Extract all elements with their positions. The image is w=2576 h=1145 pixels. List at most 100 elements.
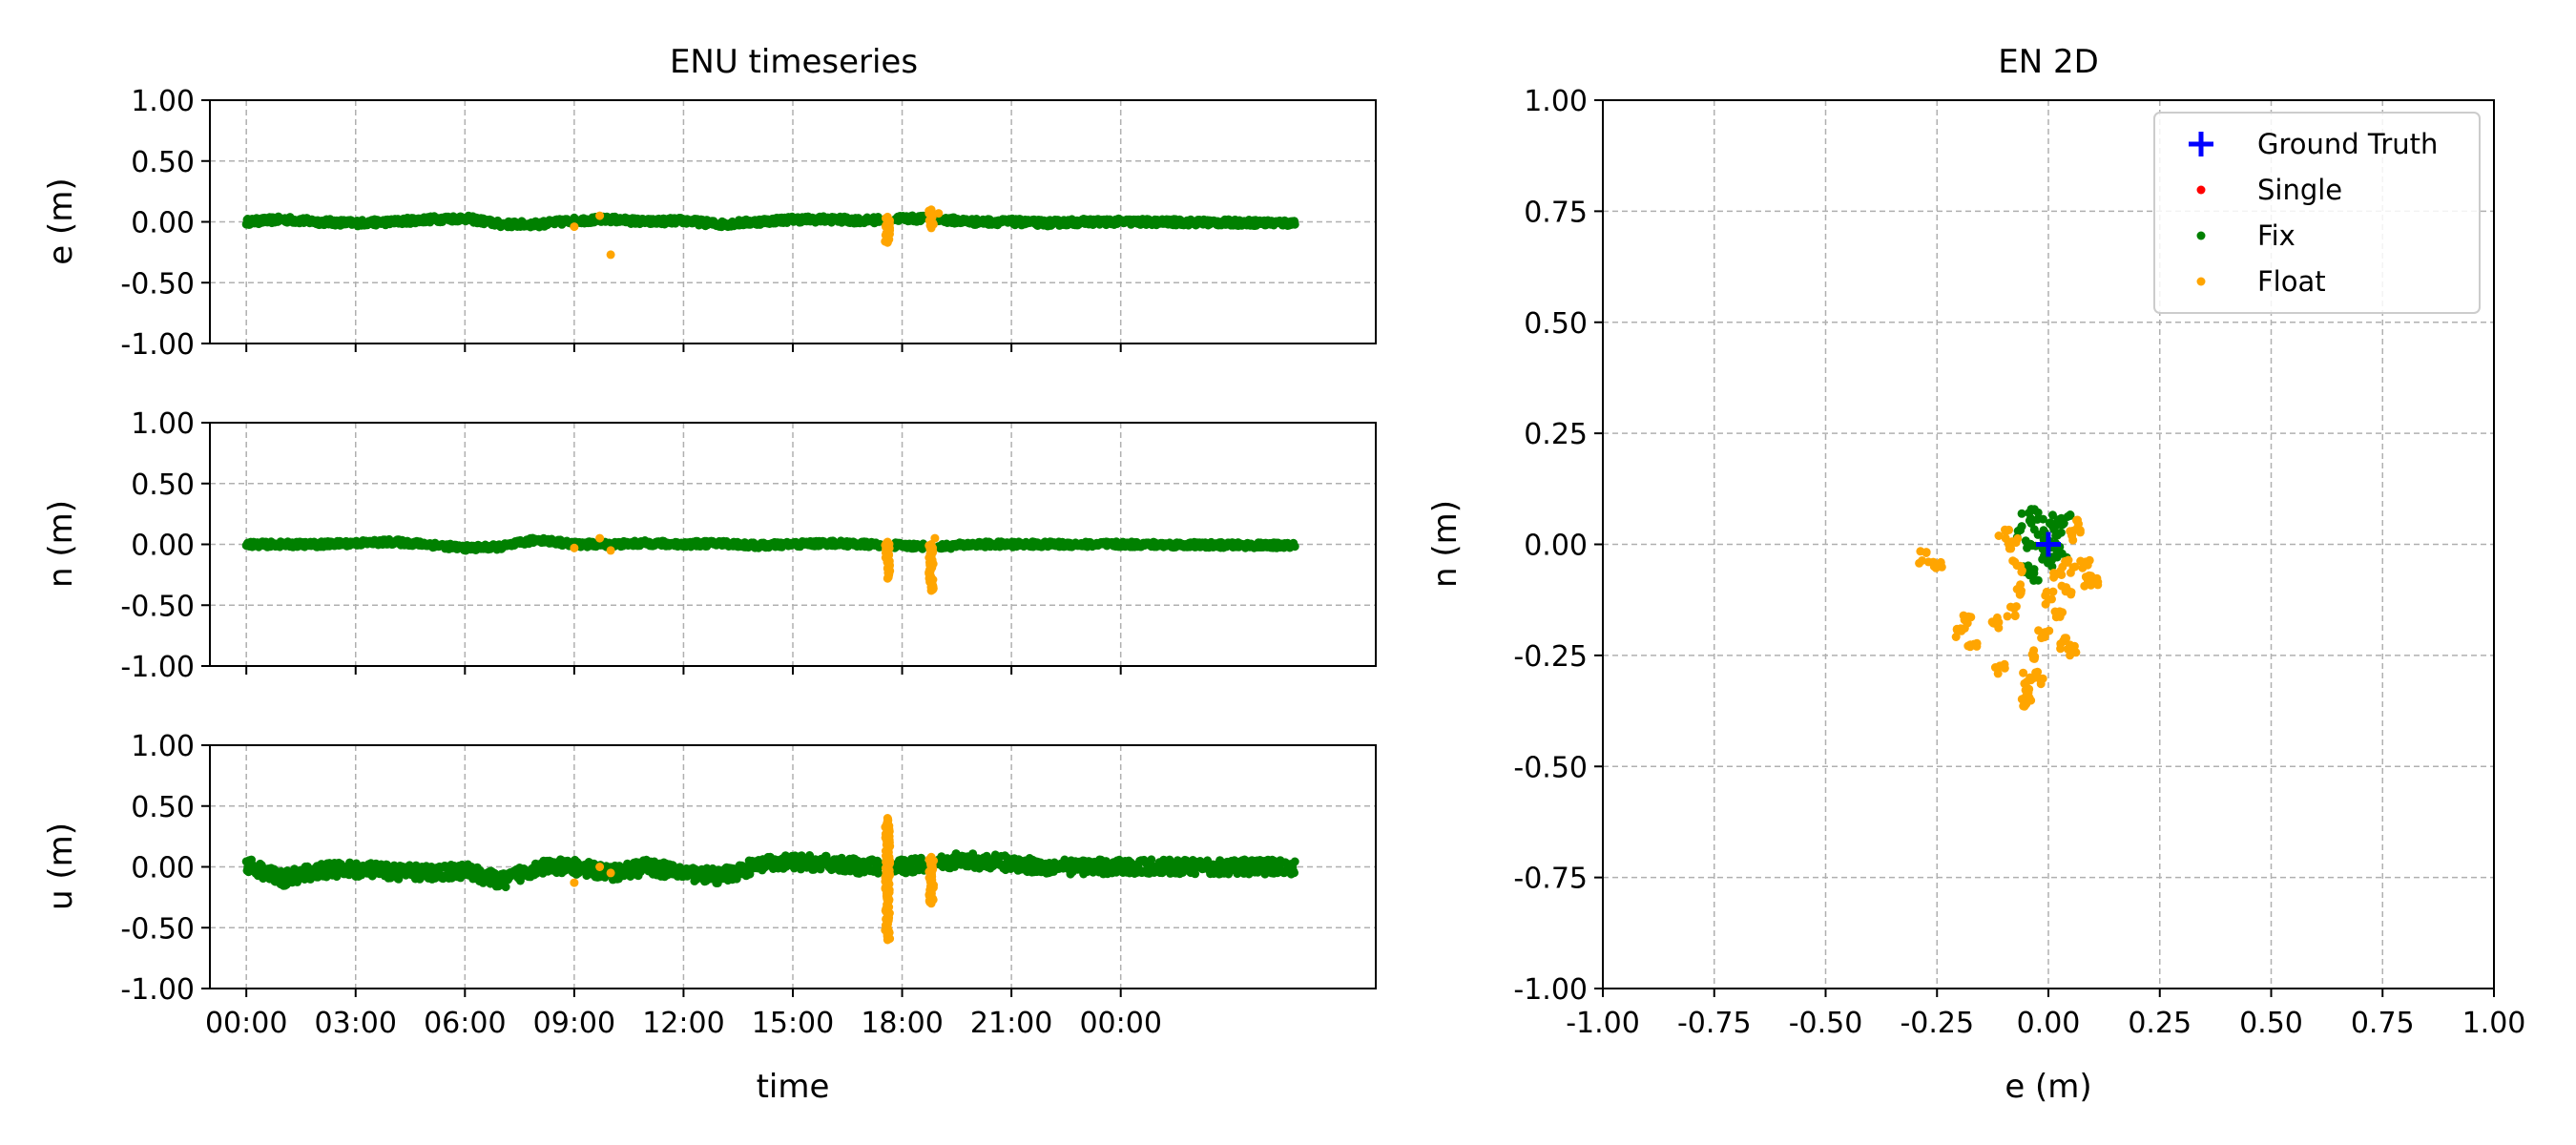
float-point <box>883 537 892 547</box>
float-point <box>606 546 615 555</box>
subplot-n-ylabel: n (m) <box>42 500 80 588</box>
float-point <box>2030 652 2040 661</box>
float-point <box>1952 625 1962 635</box>
en2d-title: EN 2D <box>1998 43 2099 81</box>
x-tick-label: -0.50 <box>1789 1007 1863 1040</box>
float-point <box>2013 533 2023 543</box>
subplot-e: 1.000.500.00-0.50-1.00 e (m) <box>42 85 1377 362</box>
float-point <box>595 863 605 871</box>
x-tick-label: 0.25 <box>2128 1007 2192 1040</box>
float-point <box>2047 594 2056 604</box>
legend-label: Fix <box>2257 219 2296 252</box>
subplot-e-ylabel: e (m) <box>42 177 80 264</box>
y-tick-label: 0.50 <box>1524 307 1588 341</box>
fix-point <box>2033 530 2043 539</box>
float-point <box>570 543 579 552</box>
fix-point <box>2026 507 2036 516</box>
y-tick-label: 0.00 <box>131 207 195 240</box>
float-point <box>2049 569 2059 577</box>
float-point <box>2000 663 2009 673</box>
float-point <box>570 222 579 232</box>
x-tick-label: 0.75 <box>2351 1007 2415 1040</box>
x-tick-label: 06:00 <box>424 1007 506 1040</box>
float-point <box>883 814 892 822</box>
dot-marker-icon <box>2196 277 2206 286</box>
dot-marker-icon <box>2196 231 2206 240</box>
legend-label: Ground Truth <box>2257 128 2438 160</box>
x-tick-label: -1.00 <box>1566 1007 1640 1040</box>
float-point <box>1922 548 1931 557</box>
x-tick-label: 21:00 <box>970 1007 1052 1040</box>
fix-point <box>2063 512 2072 521</box>
float-point <box>883 212 892 221</box>
subplot-e-frame <box>209 99 1377 344</box>
y-tick-label: -0.50 <box>120 267 195 301</box>
float-point <box>1929 562 1939 572</box>
y-tick-label: 0.00 <box>1524 530 1588 563</box>
en2d-ylabel: n (m) <box>1426 500 1465 588</box>
float-point <box>2067 588 2076 597</box>
float-point <box>2055 607 2065 616</box>
float-point <box>2003 612 2012 621</box>
fix-point <box>1290 857 1299 866</box>
legend-label: Single <box>2257 174 2342 206</box>
y-tick-label: 0.00 <box>131 852 195 885</box>
float-point <box>1994 623 2004 633</box>
float-point <box>2056 639 2066 649</box>
enu-xlabel: time <box>757 1068 830 1106</box>
y-tick-label: -0.75 <box>1513 863 1588 896</box>
float-point <box>1915 558 1924 568</box>
float-point <box>595 211 605 220</box>
float-point <box>1972 641 1982 651</box>
y-tick-label: -0.50 <box>1513 751 1588 784</box>
fix-point <box>1290 219 1299 229</box>
legend: Ground Truth Single Fix Float <box>2153 112 2481 314</box>
en2d-xlabel: e (m) <box>2005 1068 2091 1106</box>
fix-point <box>501 883 510 892</box>
y-tick-label: 0.00 <box>131 530 195 563</box>
float-point <box>2011 602 2021 612</box>
float-point <box>1966 613 1976 622</box>
y-tick-label: -0.50 <box>120 590 195 623</box>
float-point <box>595 533 605 543</box>
y-tick-label: -0.50 <box>120 912 195 946</box>
float-point <box>2057 571 2067 579</box>
y-tick-label: -1.00 <box>120 651 195 684</box>
float-point <box>2012 585 2022 593</box>
float-point <box>570 878 579 887</box>
subplot-u-ylabel: u (m) <box>42 822 80 910</box>
fix-point <box>1290 868 1298 878</box>
float-point <box>2066 568 2075 577</box>
float-point <box>926 852 936 862</box>
x-tick-label: -0.75 <box>1677 1007 1752 1040</box>
float-point <box>2087 579 2096 589</box>
y-tick-label: -1.00 <box>120 328 195 362</box>
x-tick-label: 1.00 <box>2462 1007 2526 1040</box>
float-point <box>2037 634 2046 643</box>
fix-point <box>2017 509 2026 518</box>
float-point <box>2057 581 2067 591</box>
x-tick-label: -0.25 <box>1900 1007 1974 1040</box>
float-point <box>1963 641 1973 651</box>
fix-point <box>2016 525 2025 534</box>
float-point <box>934 209 944 219</box>
float-point <box>2017 566 2026 575</box>
fix-point <box>2052 531 2062 540</box>
x-tick-label: 18:00 <box>861 1007 943 1040</box>
y-tick-label: -1.00 <box>1513 973 1588 1007</box>
float-point <box>2034 626 2044 635</box>
float-point <box>606 250 615 260</box>
x-tick-label: 03:00 <box>315 1007 397 1040</box>
y-tick-label: 0.75 <box>1524 196 1588 229</box>
x-tick-label: 00:00 <box>1079 1007 1161 1040</box>
y-tick-label: 1.00 <box>1524 85 1588 118</box>
float-point <box>1993 669 2003 678</box>
subplot-n: 1.000.500.00-0.50-1.00 n (m) <box>42 407 1377 684</box>
float-point <box>606 868 615 878</box>
y-tick-label: -1.00 <box>120 973 195 1007</box>
float-point <box>2005 544 2014 553</box>
enu-title: ENU timeseries <box>670 43 918 81</box>
y-tick-label: 0.50 <box>131 468 195 502</box>
y-tick-label: -0.25 <box>1513 640 1588 674</box>
